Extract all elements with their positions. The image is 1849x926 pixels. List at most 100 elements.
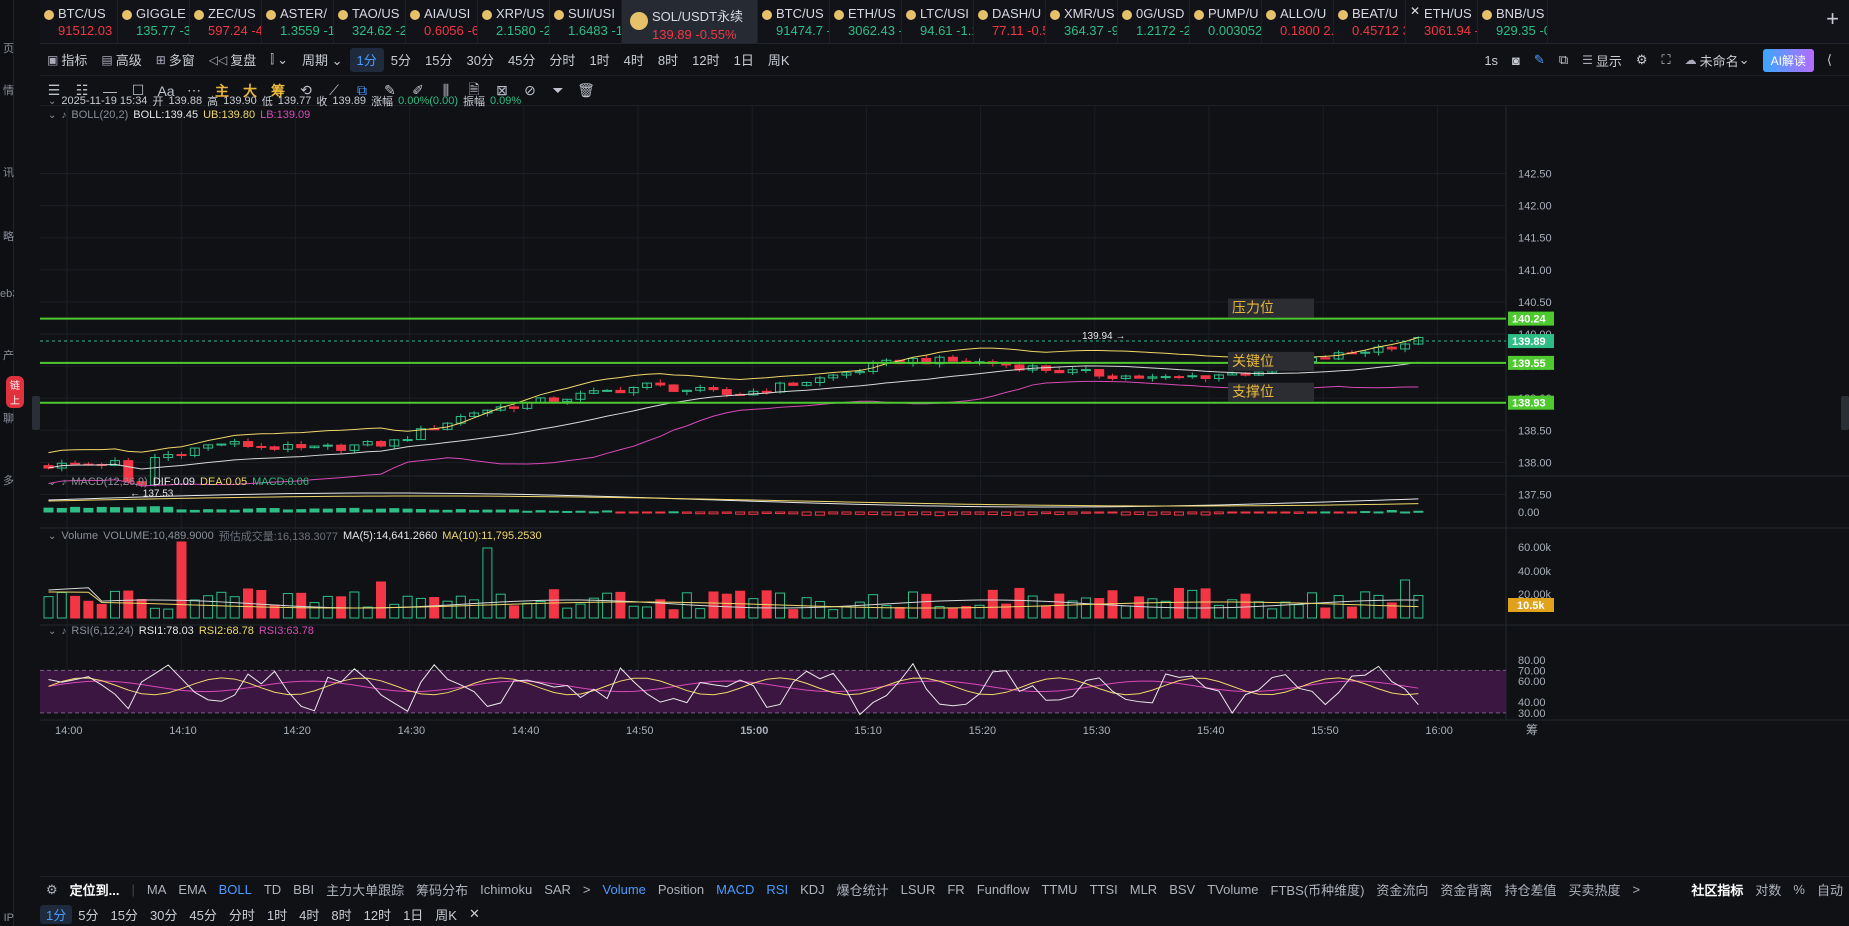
collapse-icon[interactable]: ⌄ [48, 109, 57, 121]
drawing-tool[interactable]: — [103, 82, 117, 99]
candle[interactable] [1160, 374, 1171, 380]
indicator-toggle[interactable]: MA [146, 882, 167, 897]
indicator-toggle[interactable]: > [582, 882, 591, 897]
indicator-toggle[interactable]: 主力大单跟踪 [326, 883, 405, 898]
sidebar-item[interactable]: 多 [3, 475, 14, 487]
ticker-tab[interactable]: DASH/U 77.11 -0.5 [974, 0, 1046, 43]
candle[interactable] [602, 389, 613, 392]
interval-button[interactable]: 4时 [299, 907, 320, 923]
indicator-toggle[interactable]: RSI [766, 882, 789, 897]
interval-button[interactable]: 45分 [189, 907, 217, 923]
interval-button[interactable]: 5分 [390, 53, 412, 68]
ticker-tab[interactable]: TAO/US 324.62 -2. [334, 0, 406, 43]
candle[interactable] [123, 458, 134, 485]
candle[interactable] [389, 438, 400, 450]
drawing-tool[interactable]: ☐ [131, 82, 145, 98]
indicator-toggle[interactable]: 资金流向 [1376, 883, 1429, 898]
interval-button[interactable]: 1日 [403, 907, 424, 923]
sidebar-item[interactable]: 略 [3, 231, 14, 243]
chart-area[interactable]: 142.50142.00141.50141.00140.50140.00139.… [32, 95, 1849, 876]
interval-button[interactable]: 15分 [110, 907, 138, 923]
candle[interactable] [854, 368, 865, 375]
share-icon[interactable]: ⟨ [1826, 52, 1832, 67]
candle[interactable] [1400, 341, 1411, 353]
indicator-option[interactable]: % [1793, 882, 1805, 897]
candle[interactable] [628, 386, 639, 396]
drawing-tool[interactable]: ⟋ [329, 82, 339, 98]
collapse-icon[interactable]: ⌄ [48, 476, 57, 488]
candle[interactable] [974, 358, 985, 366]
indicator-toggle[interactable]: BOLL [218, 882, 252, 897]
collapse-icon[interactable]: ⌄ [48, 95, 57, 107]
layout-selector[interactable]: ☁ 未命名 ⌄ [1684, 52, 1750, 69]
indicator-toggle[interactable]: BSV [1169, 882, 1196, 897]
indicator-option[interactable]: 对数 [1755, 883, 1782, 898]
candle[interactable] [575, 390, 586, 402]
indicator-toggle[interactable]: FTBS(币种维度) [1270, 883, 1365, 898]
drawing-tool[interactable]: ⧉ [357, 82, 367, 98]
drawing-tool[interactable]: ⟲ [300, 82, 312, 98]
candle[interactable] [588, 387, 599, 395]
indicator-option[interactable]: 自动 [1816, 883, 1843, 898]
indicator-toggle[interactable]: 买卖热度 [1568, 883, 1621, 898]
sidebar-item[interactable]: 讯 [3, 167, 14, 179]
ticker-tab[interactable]: SOL/USDT永续 139.89 -0.55% [622, 0, 758, 43]
ai-analysis-button[interactable]: AI解读 [1762, 48, 1814, 72]
indicator-toggle[interactable]: LSUR [900, 882, 936, 897]
candle[interactable] [415, 425, 426, 441]
ticker-tab[interactable]: BEAT/U 0.45712 3 [1334, 0, 1406, 43]
ticker-tab[interactable]: XMR/US 364.37 -9. [1046, 0, 1118, 43]
interval-button[interactable]: 15分 [425, 53, 453, 68]
candle[interactable] [229, 438, 240, 447]
candle[interactable] [96, 462, 107, 469]
candle[interactable] [681, 389, 692, 396]
candle[interactable] [189, 447, 200, 458]
candle[interactable] [349, 444, 360, 453]
level-label[interactable]: 支撑位 [1228, 382, 1314, 402]
candle[interactable] [841, 371, 852, 379]
indicator-toggle[interactable]: Ichimoku [480, 882, 533, 897]
ticker-tab[interactable]: LTC/USI 94.61 -1.1 [902, 0, 974, 43]
drawing-tool[interactable]: ⫼ [442, 82, 450, 98]
level-label[interactable]: 压力位 [1228, 298, 1314, 318]
indicator-toggle[interactable]: MACD [716, 882, 755, 897]
drawing-tool[interactable]: 大 [243, 82, 257, 99]
interval-button[interactable]: 12时 [363, 907, 392, 923]
indicator-toggle[interactable]: TTSI [1089, 882, 1118, 897]
candle[interactable] [43, 463, 54, 470]
indicator-toggle[interactable]: > [1632, 882, 1641, 897]
candle[interactable] [668, 384, 679, 393]
ticker-tab[interactable]: PUMP/U 0.003052 [1190, 0, 1262, 43]
fullscreen-icon[interactable]: ⛶ [1661, 52, 1671, 67]
display-settings[interactable]: ☰ 显示 [1575, 44, 1629, 76]
candle[interactable] [336, 443, 347, 454]
indicator-option[interactable]: 社区指标 [1691, 883, 1744, 898]
ticker-tab[interactable]: BNB/US 929.35 -0. [1478, 0, 1548, 43]
candle[interactable] [1360, 350, 1371, 357]
candle[interactable] [509, 404, 519, 413]
toolbar-button[interactable]: ▣ 指标 [40, 44, 94, 76]
indicator-toggle[interactable]: 资金背离 [1440, 883, 1493, 898]
candle[interactable] [947, 354, 958, 362]
indicator-toggle[interactable]: TVolume [1207, 882, 1259, 897]
ticker-tab[interactable]: ETH/US 3062.43 - [830, 0, 902, 43]
candle[interactable] [442, 422, 453, 431]
interval-button[interactable]: 周K [767, 53, 790, 68]
bell-icon[interactable]: ♪ [61, 476, 67, 488]
interval-button[interactable]: 30分 [149, 907, 178, 923]
candle[interactable] [535, 397, 546, 403]
close-icon[interactable]: ✕ [1410, 4, 1421, 18]
interval-button[interactable]: 1分 [40, 904, 73, 924]
ticker-tab[interactable]: BTC/US 91474.7 - [758, 0, 830, 43]
drawing-tool[interactable]: ✐ [412, 82, 424, 98]
candle[interactable] [801, 381, 812, 387]
candle[interactable] [282, 441, 293, 453]
candle[interactable] [708, 385, 719, 392]
candle[interactable] [309, 445, 320, 449]
drawing-tool[interactable]: ⊘ [524, 82, 536, 98]
scroll-left-handle[interactable] [32, 396, 40, 430]
ticker-tab[interactable]: XRP/US 2.1580 -2. [478, 0, 550, 43]
candle[interactable] [469, 411, 480, 417]
candle[interactable] [322, 443, 333, 450]
indicator-toggle[interactable]: KDJ [800, 882, 825, 897]
